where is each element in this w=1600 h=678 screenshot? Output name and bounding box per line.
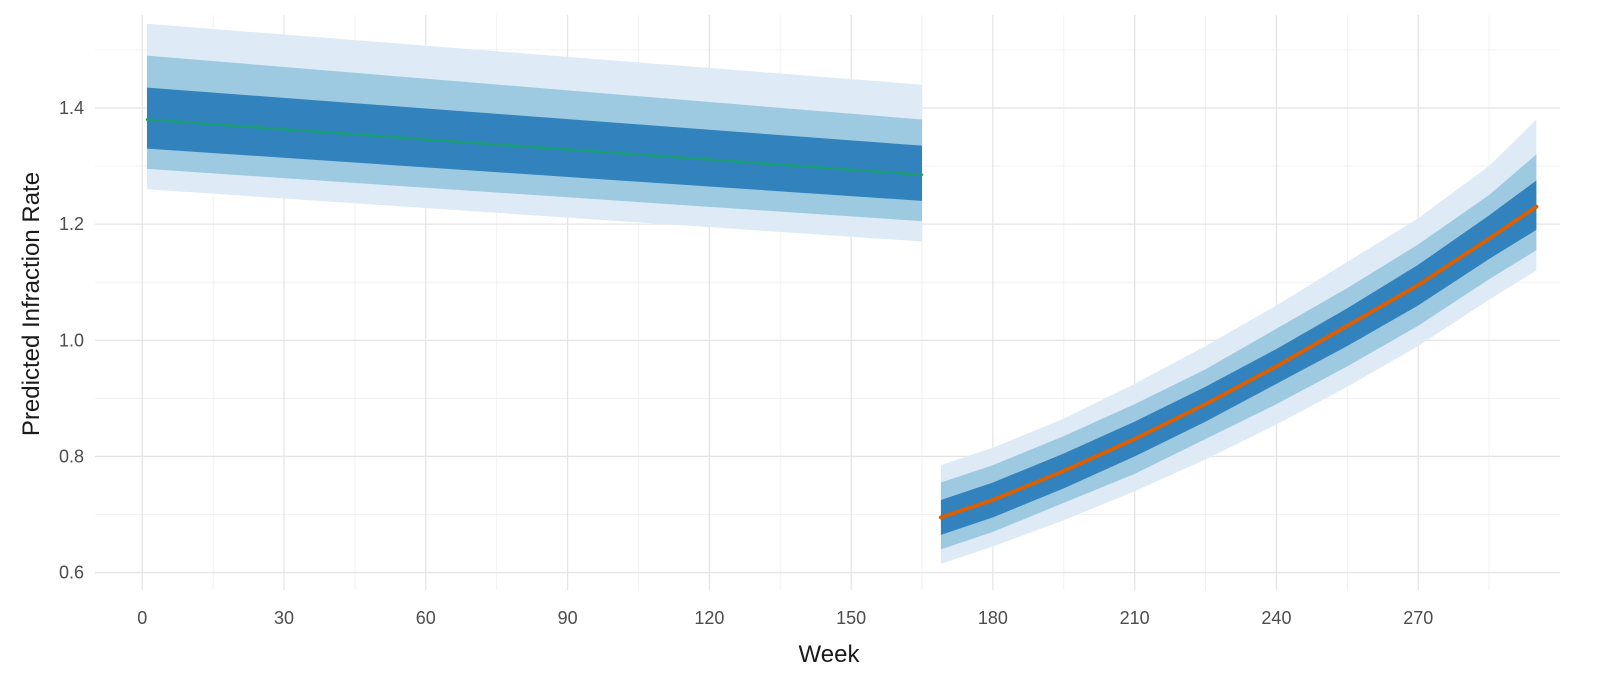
x-tick-label: 0 bbox=[137, 608, 147, 628]
y-tick-label: 1.2 bbox=[59, 214, 84, 234]
x-axis-ticks: 0 30 60 90 120 150 180 210 240 270 bbox=[137, 608, 1433, 628]
y-axis-ticks: 0.6 0.8 1.0 1.2 1.4 bbox=[59, 98, 84, 583]
series-2-line bbox=[938, 204, 1539, 520]
series-2-band-inner bbox=[940, 180, 1537, 535]
series-1-line bbox=[145, 118, 924, 176]
x-tick-label: 150 bbox=[836, 608, 866, 628]
y-tick-label: 1.0 bbox=[59, 330, 84, 350]
x-tick-label: 210 bbox=[1120, 608, 1150, 628]
x-tick-label: 120 bbox=[694, 608, 724, 628]
y-tick-label: 0.8 bbox=[59, 446, 84, 466]
y-axis-title: Predicted Infraction Rate bbox=[18, 172, 45, 436]
trend-lines bbox=[145, 118, 1539, 520]
x-tick-label: 240 bbox=[1261, 608, 1291, 628]
confidence-bands bbox=[146, 23, 1537, 564]
x-axis-title: Week bbox=[799, 641, 861, 668]
x-tick-label: 90 bbox=[558, 608, 578, 628]
x-tick-label: 30 bbox=[274, 608, 294, 628]
x-tick-label: 270 bbox=[1403, 608, 1433, 628]
series-1-band-inner bbox=[146, 87, 923, 201]
y-tick-label: 1.4 bbox=[59, 98, 84, 118]
y-tick-label: 0.6 bbox=[59, 563, 84, 583]
x-tick-label: 60 bbox=[416, 608, 436, 628]
x-tick-label: 180 bbox=[978, 608, 1008, 628]
